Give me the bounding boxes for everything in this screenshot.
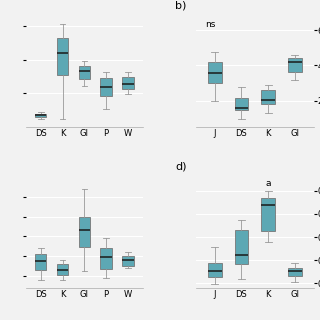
- PathPatch shape: [100, 248, 112, 268]
- Text: b): b): [175, 0, 186, 11]
- PathPatch shape: [288, 268, 302, 276]
- PathPatch shape: [57, 264, 68, 275]
- PathPatch shape: [261, 198, 275, 231]
- PathPatch shape: [122, 77, 133, 89]
- PathPatch shape: [100, 78, 112, 96]
- PathPatch shape: [208, 62, 222, 83]
- PathPatch shape: [79, 67, 90, 79]
- PathPatch shape: [57, 38, 68, 75]
- Text: d): d): [175, 161, 186, 172]
- Text: ns: ns: [205, 20, 216, 29]
- PathPatch shape: [122, 256, 133, 266]
- PathPatch shape: [288, 58, 302, 72]
- PathPatch shape: [261, 90, 275, 104]
- Text: a: a: [265, 179, 271, 188]
- PathPatch shape: [235, 230, 248, 264]
- PathPatch shape: [35, 254, 46, 270]
- PathPatch shape: [35, 114, 46, 117]
- PathPatch shape: [235, 98, 248, 110]
- PathPatch shape: [79, 217, 90, 247]
- PathPatch shape: [208, 263, 222, 277]
